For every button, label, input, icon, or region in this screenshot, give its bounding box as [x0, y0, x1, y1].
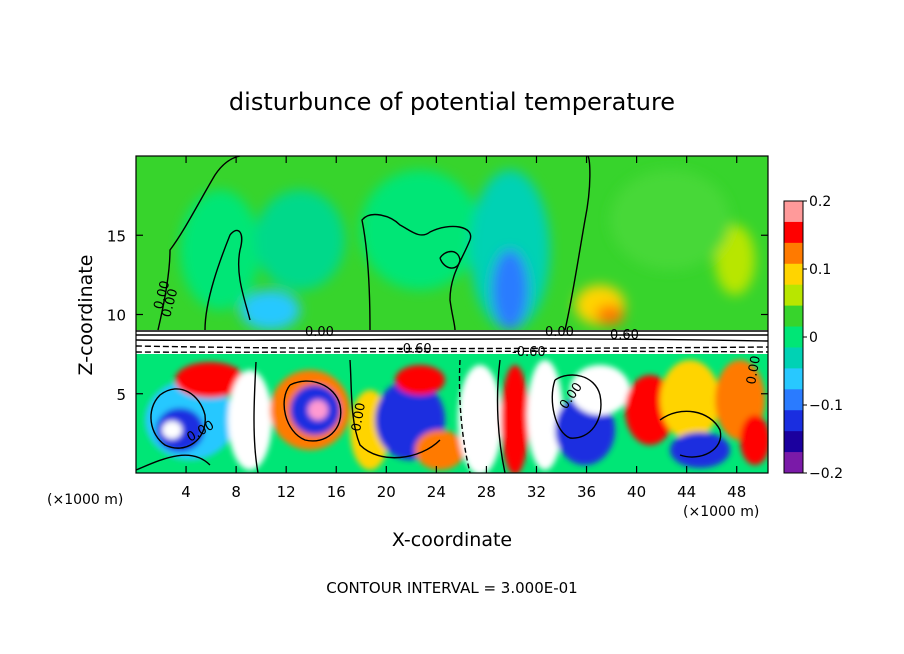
- colorbar-swatch: [784, 284, 803, 307]
- field-blob: [596, 305, 624, 325]
- field-blob: [360, 170, 480, 290]
- contour-label: 0.00: [349, 402, 369, 433]
- x-tick-label: 28: [477, 483, 496, 501]
- x-tick-label: 16: [327, 483, 346, 501]
- lower-contour: [349, 359, 441, 459]
- x-tick-label: 24: [427, 483, 446, 501]
- colorbar-swatch: [784, 410, 803, 432]
- colorbar-swatch: [784, 389, 803, 411]
- x-tick-label: 44: [677, 483, 696, 501]
- contour-label: -0.60: [398, 342, 432, 357]
- field-blob: [240, 290, 300, 330]
- colorbar-tick-label: 0: [809, 330, 818, 346]
- field-blob: [308, 400, 328, 420]
- zero-contour: [564, 156, 591, 331]
- layer-line: [136, 350, 768, 353]
- colorbar-swatch: [784, 305, 803, 328]
- x-tick-label: 8: [231, 483, 241, 501]
- contour-label: 0.00: [305, 325, 334, 340]
- lower-contour: [136, 454, 211, 471]
- field-blob: [395, 365, 445, 395]
- field-blob: [255, 190, 345, 290]
- lower-contour: [150, 388, 206, 449]
- lower-field: [145, 360, 768, 473]
- colorbar-tick-label: 0.2: [809, 194, 831, 210]
- stable-layer: [136, 330, 768, 354]
- chart-title: disturbunce of potential temperature: [229, 88, 675, 116]
- lower-contour: [551, 374, 602, 439]
- layer-line: [136, 345, 768, 350]
- colorbar-tick-label: −0.2: [809, 466, 843, 482]
- x-tick-label: 48: [727, 483, 746, 501]
- contour-interval-note: CONTOUR INTERVAL = 3.000E-01: [326, 579, 577, 597]
- x-tick-label: 32: [527, 483, 546, 501]
- x-tick-label: 12: [277, 483, 296, 501]
- y-tick-label: 10: [107, 307, 126, 325]
- lower-contour: [496, 359, 506, 473]
- colorbar-swatch: [784, 326, 803, 348]
- colorbar-swatch: [784, 242, 803, 265]
- field-blob: [180, 190, 260, 310]
- layer-line: [136, 338, 768, 342]
- colorbar: 0.2 0.1 0 −0.1 −0.2: [784, 194, 843, 482]
- lower-contour: [253, 361, 259, 473]
- zero-contour: [204, 229, 251, 331]
- colorbar-swatch: [784, 431, 803, 453]
- contour-label: 0.00: [151, 279, 173, 311]
- lower-contour: [659, 410, 722, 458]
- lower-contour: [283, 380, 342, 442]
- colorbar-swatch: [784, 201, 803, 223]
- colorbar-tick-label: −0.1: [809, 398, 843, 414]
- x-tick-label: 20: [377, 483, 396, 501]
- y-axis-label: Z-coordinate: [75, 255, 97, 376]
- field-blob: [740, 415, 768, 465]
- zero-contour: [439, 250, 461, 269]
- colorbar-swatch: [784, 347, 803, 369]
- field-blob: [175, 362, 245, 398]
- field-blob: [415, 430, 465, 470]
- x-unit-right: (×1000 m): [683, 504, 759, 520]
- field-blob: [492, 250, 528, 330]
- colorbar-swatch: [784, 221, 803, 244]
- field-blob: [527, 360, 563, 470]
- field-blob: [501, 365, 529, 473]
- colorbar-swatch: [784, 368, 803, 390]
- contour-label: 0.00: [159, 287, 181, 319]
- contour-label: 0.60: [610, 328, 639, 343]
- lower-contour: [458, 359, 471, 473]
- colorbar-tick-label: 0.1: [809, 262, 831, 278]
- field-blob: [715, 225, 755, 295]
- x-unit-left: (×1000 m): [47, 492, 123, 508]
- contour-label: 0.00: [744, 355, 764, 386]
- zero-contour: [157, 156, 241, 331]
- x-axis-label: X-coordinate: [392, 529, 512, 551]
- contour-label: 0.00: [545, 325, 574, 340]
- colorbar-swatch: [784, 263, 803, 286]
- plot-area: [136, 156, 768, 473]
- x-axis: 4 8 12 16 20 24 28 32 36 40 44 48: [181, 156, 746, 501]
- field-blob: [670, 432, 730, 468]
- field-blob: [228, 370, 272, 470]
- colorbar-frame: [783, 200, 804, 474]
- contour-label: -0.60: [512, 345, 546, 360]
- y-tick-label: 15: [107, 227, 126, 245]
- x-tick-label: 4: [181, 483, 191, 501]
- y-tick-label: 5: [116, 386, 126, 404]
- field-blob: [162, 421, 182, 439]
- contour-lines: [136, 156, 768, 473]
- colorbar-swatch: [784, 452, 803, 474]
- field-blob: [660, 360, 720, 440]
- field-blob: [458, 365, 502, 473]
- field-blob: [610, 170, 730, 270]
- x-tick-label: 36: [577, 483, 596, 501]
- zero-contour: [361, 213, 472, 331]
- y-axis: 5 10 15: [107, 227, 768, 404]
- x-tick-label: 40: [627, 483, 646, 501]
